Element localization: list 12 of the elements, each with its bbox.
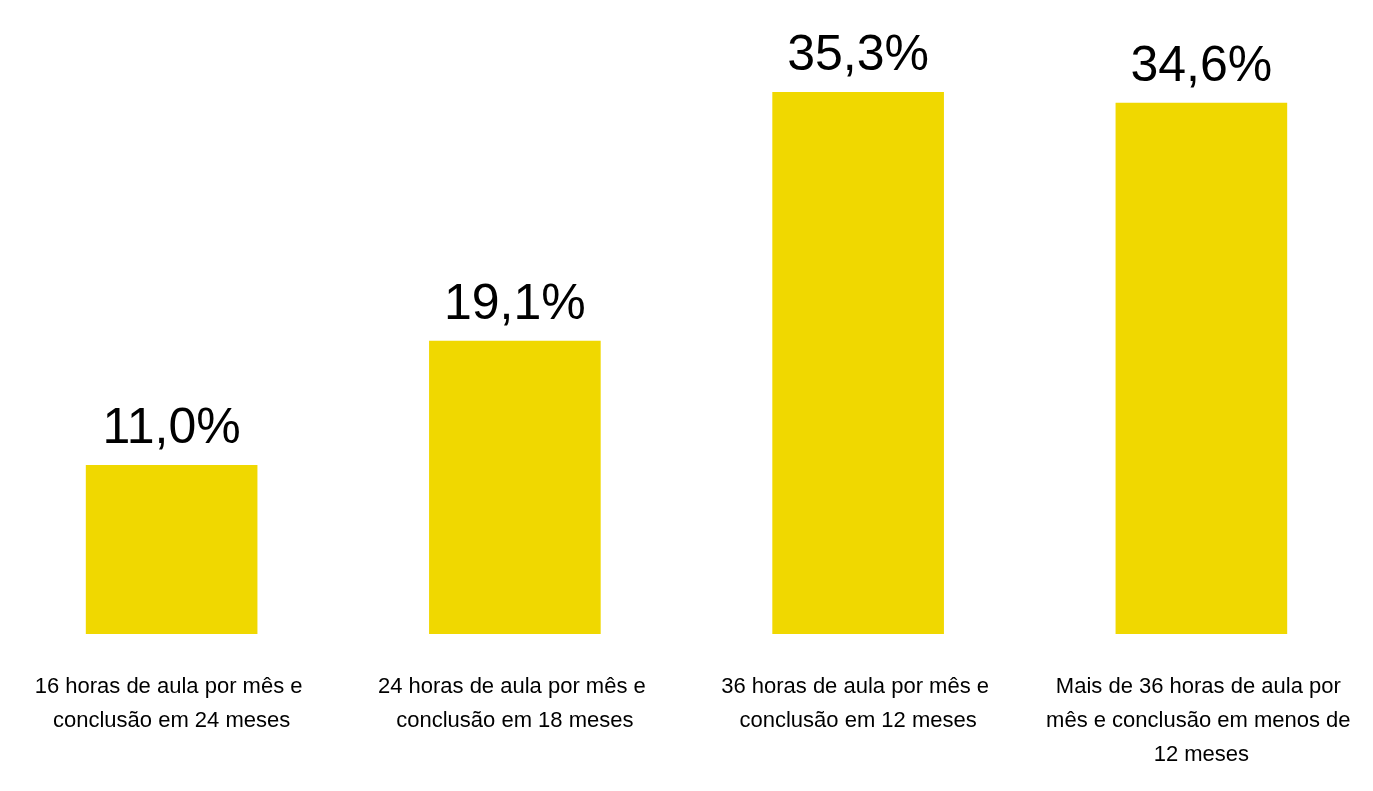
- x-tick-label: Mais de 36 horas de aula por mês e conclusão em menos de 12 meses: [1046, 672, 1357, 766]
- bar: [85, 465, 258, 634]
- data-label: 11,0%: [102, 398, 241, 455]
- bar: [1115, 102, 1288, 634]
- bar: [772, 92, 944, 634]
- x-tick-label: 36 horas de aula por mês e conclusão em 12 meses: [721, 672, 996, 732]
- data-label: 19,1%: [443, 273, 586, 330]
- bar: [429, 340, 601, 634]
- data-label: 35,3%: [787, 25, 930, 81]
- x-tick-label: 16 horas de aula por mês e conclusão em 24 meses: [34, 672, 309, 732]
- data-label: 34,6%: [1130, 35, 1273, 92]
- x-tick-label: 24 horas de aula por mês e conclusão em 18 meses: [377, 672, 652, 732]
